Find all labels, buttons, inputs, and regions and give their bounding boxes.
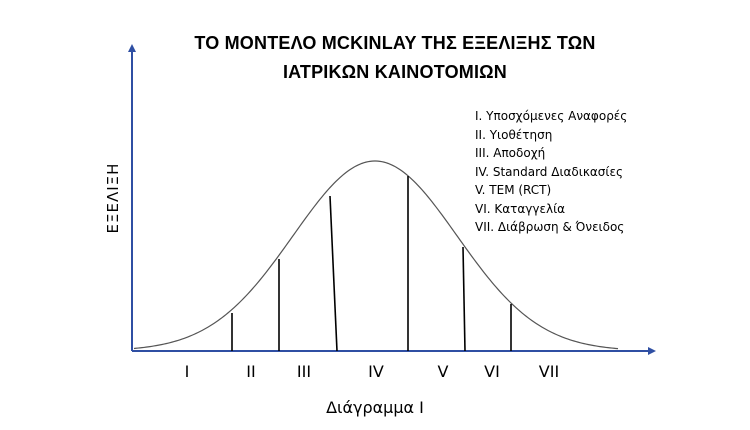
legend-item-6: VI. Καταγγελία [475, 201, 566, 216]
bell-curve [133, 160, 619, 350]
legend-item-5: V. TEM (RCT) [475, 183, 552, 197]
divider-5 [462, 246, 466, 352]
legend-item-4: IV. Standard Διαδικασίες [475, 164, 623, 179]
diagram-title-line-2: ΙΑΤΡΙΚΩΝ ΚΑΙΝΟΤΟΜΙΩΝ [282, 62, 508, 82]
stage-label-4: IV [368, 362, 384, 381]
legend-item-3: ΙΙΙ. Αποδοχή [475, 146, 546, 160]
diagram-caption: Διάγραμμα Ι [326, 398, 424, 417]
stage-label-2: II [246, 362, 255, 381]
legend-item-1: Ι. Υποσχόμενες Αναφορές [475, 109, 628, 123]
stage-legend: Ι. Υποσχόμενες Αναφορές ΙΙ. Υιοθέτηση ΙΙ… [475, 107, 627, 237]
diagram-title-line-1: ΤΟ ΜΟΝΤΕΛΟ MCKINLAY ΤΗΣ ΕΞΕΛΙΞΗΣ ΤΩΝ [194, 33, 596, 53]
stage-label-7: VII [539, 362, 559, 381]
stage-label-5: V [438, 362, 449, 381]
stage-label-6: VI [484, 362, 500, 381]
legend-item-2: ΙΙ. Υιοθέτηση [475, 127, 553, 142]
divider-3 [329, 195, 338, 352]
stage-label-3: III [297, 362, 311, 381]
stage-label-1: I [185, 362, 190, 381]
legend-item-7: VII. Διάβρωση & Όνειδος [475, 220, 625, 234]
